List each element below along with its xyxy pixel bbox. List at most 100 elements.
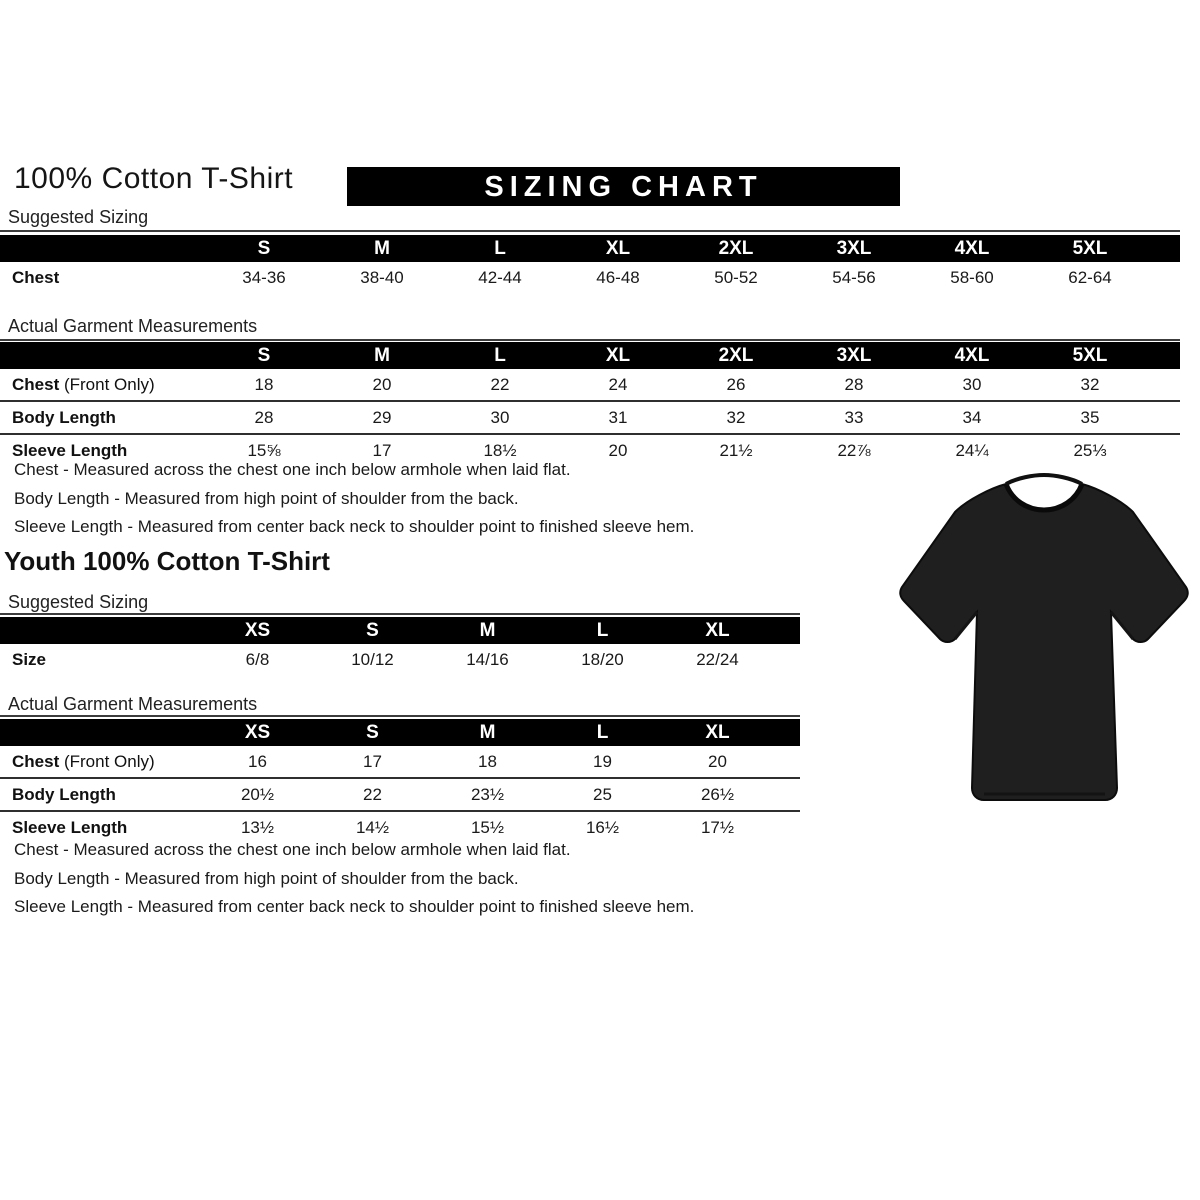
youth-actual-measurements-label: Actual Garment Measurements [8, 694, 258, 714]
tshirt-photo [893, 468, 1198, 816]
row-label: Body Length [0, 400, 205, 434]
size-column-header: XS [200, 617, 315, 644]
size-cell: 26 [726, 375, 746, 394]
row-label-suffix: (Front Only) [63, 375, 155, 394]
header-spacer [0, 719, 200, 746]
divider [0, 715, 800, 717]
size-cell: 25 [545, 777, 660, 811]
size-column-header: 2XL [677, 235, 795, 262]
size-column-header: XL [660, 719, 775, 746]
row-label-suffix: (Front Only) [63, 752, 155, 771]
note-line: Sleeve Length - Measured from center bac… [14, 517, 695, 536]
size-cell: 26½ [660, 777, 775, 811]
tshirt-image [899, 472, 1189, 801]
size-cell: 20 [708, 752, 727, 771]
youth-actual-measurements-table: XS S M L XL Chest (Front Only) 16 17 18 … [0, 719, 800, 843]
row-label-text: Body Length [12, 785, 116, 804]
size-cell: 16½ [545, 810, 660, 843]
header-spacer [775, 719, 800, 746]
size-cell: 18 [254, 375, 274, 394]
size-cell: 35 [1031, 400, 1149, 434]
size-cell: 34-36 [242, 268, 286, 287]
size-column-header: XS [200, 719, 315, 746]
size-cell: 30 [962, 375, 982, 394]
header-spacer [1149, 342, 1180, 369]
size-cell [775, 777, 800, 811]
size-cell: 32 [677, 400, 795, 434]
note-line: Body Length - Measured from high point o… [14, 868, 519, 888]
size-cell: 22 [315, 777, 430, 811]
size-column-header: M [430, 617, 545, 644]
header-spacer [0, 617, 200, 644]
size-cell: 42-44 [478, 268, 522, 287]
row-label-text: Body Length [12, 408, 116, 427]
size-cell [1149, 433, 1180, 466]
size-column-header: 2XL [677, 342, 795, 369]
table-header-row: S M L XL 2XL 3XL 4XL 5XL [0, 342, 1180, 369]
row-label: Chest (Front Only) [0, 746, 200, 778]
size-cell: 23½ [430, 777, 545, 811]
adult-actual-measurements-label: Actual Garment Measurements [8, 316, 258, 336]
size-cell: 38-40 [360, 268, 404, 287]
size-column-header: 3XL [795, 342, 913, 369]
table-row: Chest (Front Only) 18 20 22 24 26 28 30 … [0, 369, 1180, 401]
size-cell: 62-64 [1068, 268, 1112, 287]
row-label-text: Sleeve Length [12, 818, 128, 837]
size-cell: 18½ [441, 433, 559, 466]
row-label-text: Chest [12, 752, 60, 771]
table-header-row: XS S M L XL [0, 617, 800, 644]
size-cell: 30 [441, 400, 559, 434]
size-cell: 17 [323, 433, 441, 466]
row-label: Sleeve Length [0, 810, 200, 843]
size-column-header: L [441, 235, 559, 262]
youth-section-title: Youth 100% Cotton T-Shirt [4, 546, 330, 576]
size-column-header: 3XL [795, 235, 913, 262]
table-header-row: XS S M L XL [0, 719, 800, 746]
size-cell [1149, 262, 1180, 293]
size-column-header: XL [559, 235, 677, 262]
size-cell: 18/20 [581, 650, 624, 669]
note-line: Chest - Measured across the chest one in… [14, 840, 571, 859]
size-cell: 20 [372, 375, 392, 394]
adult-suggested-sizing-label: Suggested Sizing [8, 207, 149, 227]
size-cell: 58-60 [950, 268, 994, 287]
size-cell: 29 [323, 400, 441, 434]
table-row: Sleeve Length 13½ 14½ 15½ 16½ 17½ [0, 810, 800, 843]
header-spacer [0, 342, 205, 369]
size-cell: 17 [363, 752, 382, 771]
size-column-header: M [430, 719, 545, 746]
size-cell: 32 [1080, 375, 1100, 394]
sizing-chart-banner: SIZING CHART [347, 167, 900, 206]
size-cell: 13½ [200, 810, 315, 843]
size-cell: 20 [559, 433, 677, 466]
divider [0, 339, 1180, 341]
row-label-text: Chest [12, 375, 60, 394]
table-row: Sleeve Length 15⅝ 17 18½ 20 21½ 22⅞ 24¼ … [0, 433, 1180, 466]
row-label-text: Sleeve Length [12, 441, 128, 460]
size-cell: 22⅞ [795, 433, 913, 466]
header-spacer [775, 617, 800, 644]
size-column-header: S [205, 235, 323, 262]
size-cell: 6/8 [245, 650, 270, 669]
size-column-header: 5XL [1031, 342, 1149, 369]
size-column-header: S [315, 617, 430, 644]
table-row: Body Length 28 29 30 31 32 33 34 35 [0, 400, 1180, 434]
size-cell: 28 [205, 400, 323, 434]
size-cell: 17½ [660, 810, 775, 843]
row-label: Chest (Front Only) [0, 369, 205, 401]
size-cell: 33 [795, 400, 913, 434]
size-cell: 25⅓ [1031, 433, 1149, 466]
row-label: Size [0, 644, 200, 675]
page-title: 100% Cotton T-Shirt [14, 162, 294, 195]
size-column-header: 5XL [1031, 235, 1149, 262]
size-cell [775, 810, 800, 843]
note-line: Sleeve Length - Measured from center bac… [14, 897, 695, 916]
youth-suggested-sizing-table: XS S M L XL Size 6/8 10/12 14/16 18/20 2… [0, 617, 800, 675]
size-cell: 24¼ [913, 433, 1031, 466]
size-cell: 19 [593, 752, 612, 771]
note-line: Chest - Measured across the chest one in… [14, 460, 571, 479]
size-cell: 20½ [200, 777, 315, 811]
size-column-header: L [441, 342, 559, 369]
size-column-header: XL [660, 617, 775, 644]
size-column-header: 4XL [913, 235, 1031, 262]
